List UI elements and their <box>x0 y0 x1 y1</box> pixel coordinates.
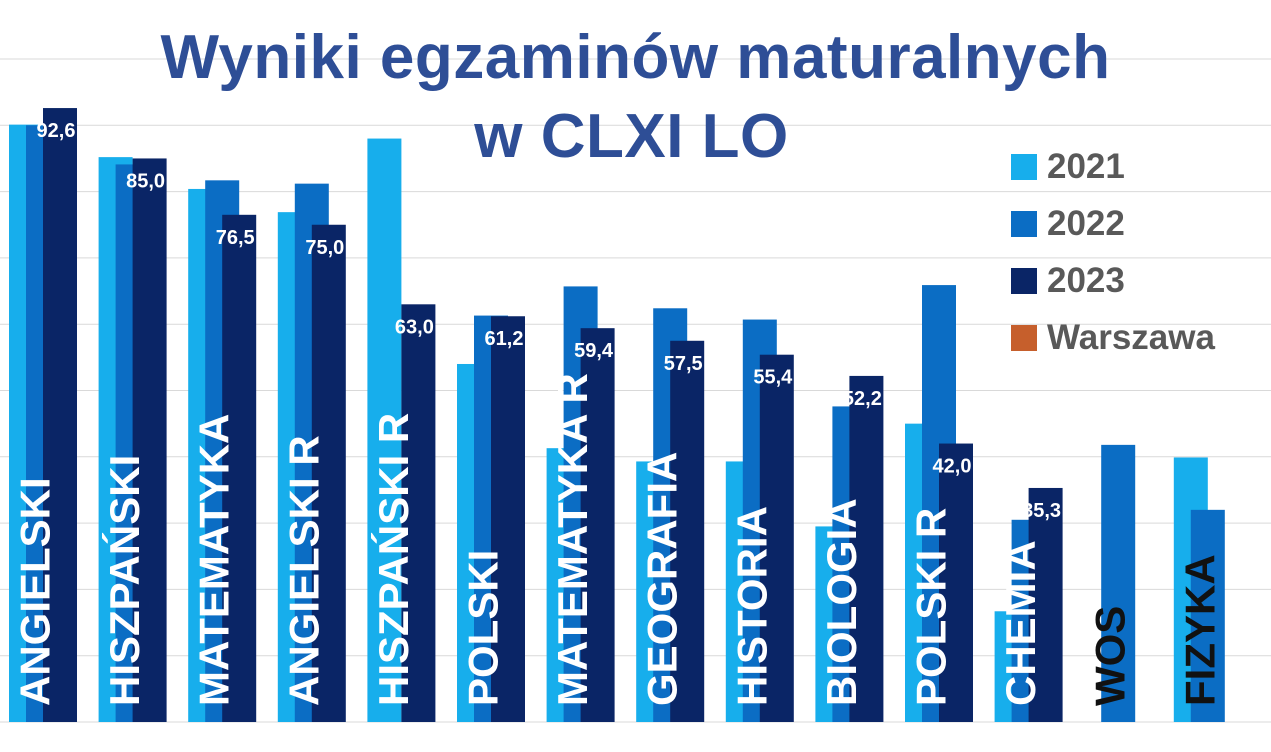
category-label: POLSKI <box>460 550 507 706</box>
bar-2023 <box>222 214 257 722</box>
data-label: 35,3 <box>1022 500 1061 522</box>
bar-2023 <box>759 354 794 722</box>
data-label: 59,4 <box>574 340 614 362</box>
category-label: FIZYKA <box>1176 554 1223 706</box>
category-label: GEOGRAFIA <box>639 452 686 706</box>
bar-2023 <box>43 108 77 722</box>
bars <box>9 108 1225 723</box>
bar-2023 <box>670 340 705 722</box>
data-label: 92,6 <box>37 120 76 142</box>
bar-2023 <box>491 316 525 722</box>
data-label: 61,2 <box>485 328 524 350</box>
category-label: CHEMIA <box>997 540 1044 706</box>
bar-2022 <box>1190 509 1225 722</box>
legend-swatch <box>1011 210 1037 237</box>
legend-label: 2021 <box>1047 146 1125 186</box>
legend-swatch <box>1011 153 1037 180</box>
category-label: ANGIELSKI <box>12 477 59 706</box>
bar-2023 <box>580 328 615 722</box>
category-label: HISTORIA <box>728 506 775 706</box>
bar-2023 <box>939 443 973 722</box>
category-label: MATEMATYKA R <box>549 373 596 706</box>
bar-2023 <box>849 375 884 722</box>
data-label: 76,5 <box>216 227 255 249</box>
data-label: 57,5 <box>664 353 703 375</box>
legend: 2021 2022 2023 Warszawa <box>1011 138 1215 366</box>
data-label: 63,0 <box>395 316 434 338</box>
category-label: HISZPAŃSKI <box>101 455 148 706</box>
bar-2023 <box>132 158 167 722</box>
legend-label: 2023 <box>1047 260 1125 300</box>
category-label: WOS <box>1087 606 1134 706</box>
legend-swatch <box>1011 267 1037 294</box>
legend-item: Warszawa <box>1011 309 1215 366</box>
category-label: POLSKI R <box>908 508 955 706</box>
data-label: 52,2 <box>843 388 882 410</box>
category-label: BIOLOGIA <box>818 498 865 706</box>
bar-2021 <box>367 138 402 722</box>
data-labels: 92,6 85,0 76,5 75,0 63,0 61,2 59,4 57,5 55,4 52,2… <box>37 120 1062 522</box>
data-label: 75,0 <box>305 237 344 259</box>
legend-item: 2021 <box>1011 138 1215 195</box>
category-label: MATEMATYKA <box>191 414 238 706</box>
data-label: 55,4 <box>753 367 793 389</box>
bar-2022 <box>1101 444 1136 722</box>
data-label: 42,0 <box>933 456 972 478</box>
bar-2023 <box>401 304 436 722</box>
data-label: 85,0 <box>126 170 165 192</box>
chart-title-line-2: w CLXI LO <box>474 102 789 171</box>
legend-swatch <box>1011 324 1037 351</box>
bar-2023 <box>311 224 346 722</box>
legend-label: Warszawa <box>1047 317 1215 357</box>
chart-title-line-1: Wyniki egzaminów maturalnych <box>160 23 1111 92</box>
legend-item: 2023 <box>1011 252 1215 309</box>
legend-label: 2022 <box>1047 203 1125 243</box>
legend-item: 2022 <box>1011 195 1215 252</box>
category-labels: ANGIELSKI HISZPAŃSKI MATEMATYKA ANGIELSKI R… <box>12 373 1224 706</box>
category-label: HISZPAŃSKI R <box>370 413 417 706</box>
category-label: ANGIELSKI R <box>280 435 327 706</box>
bar-2023 <box>1028 487 1063 722</box>
